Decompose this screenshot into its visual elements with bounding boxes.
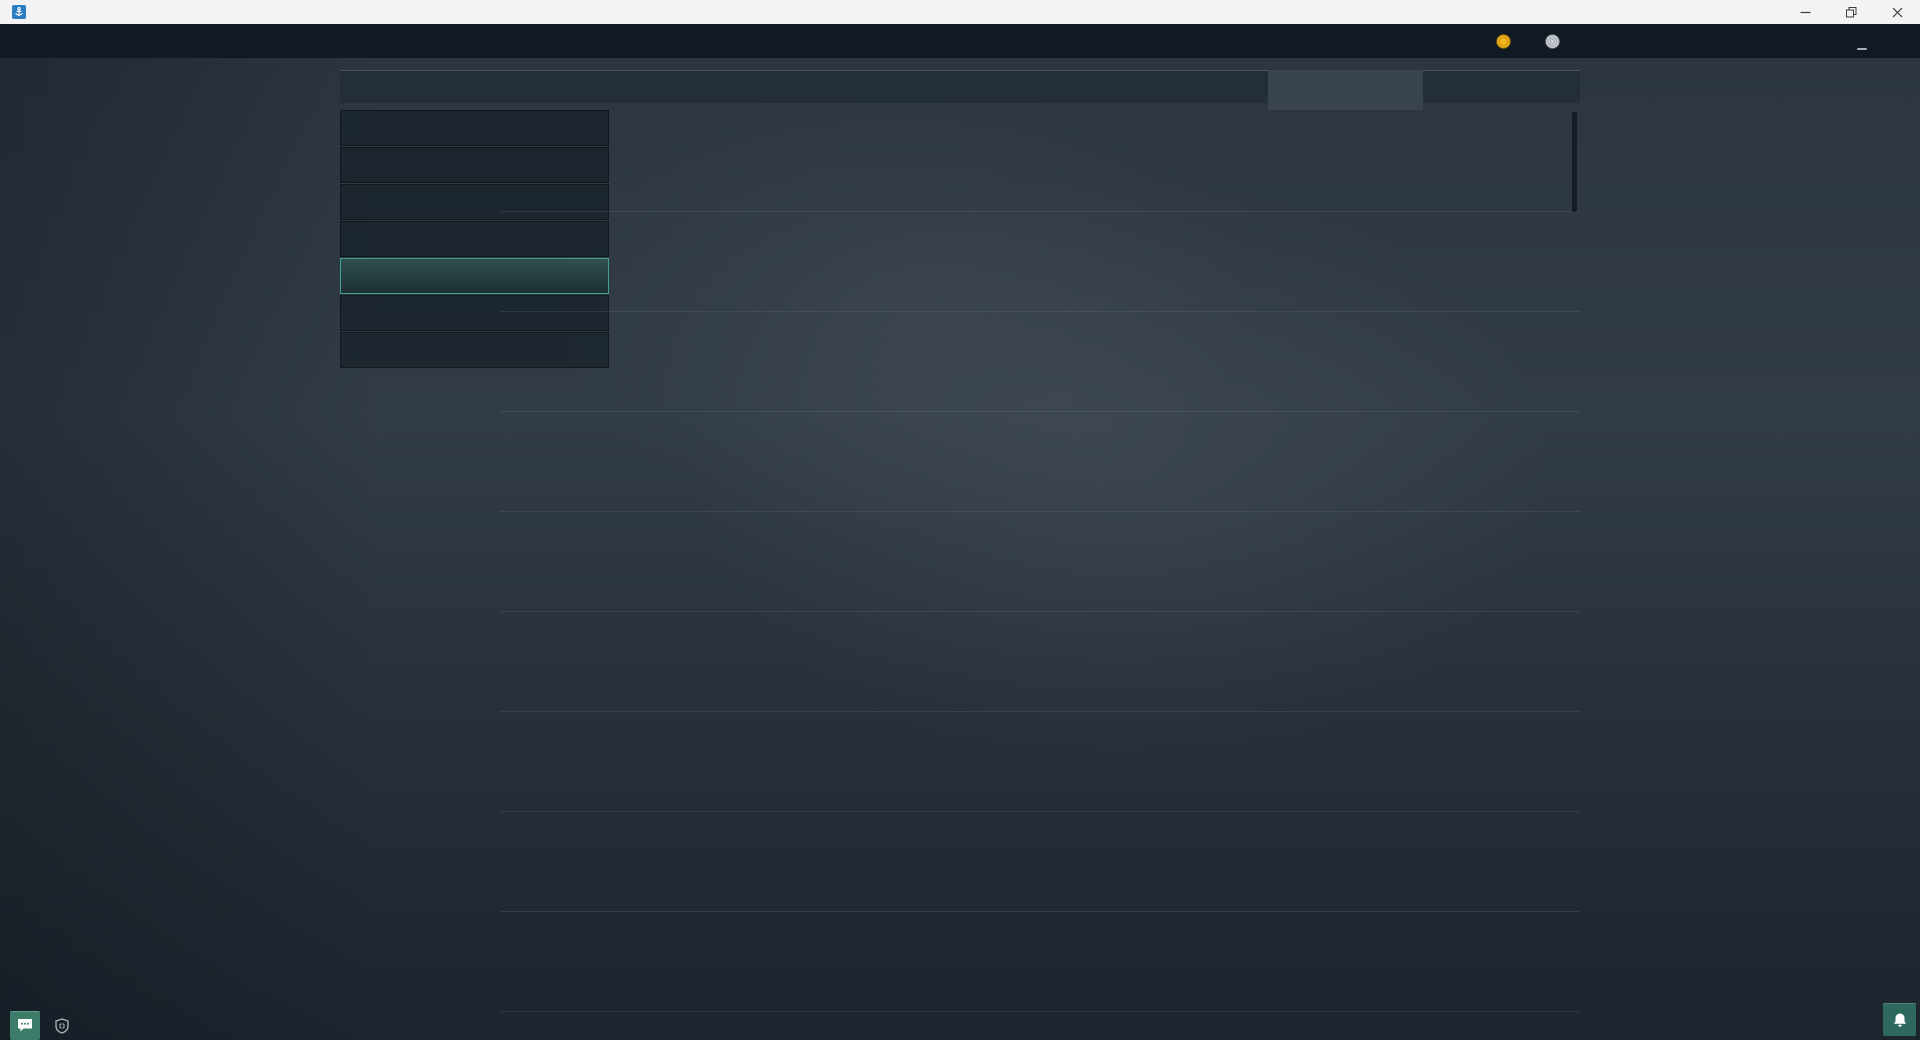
item-flag-icon [640,838,696,886]
item-flag-icon [640,238,696,286]
category-sidebar [340,110,609,369]
item-flag-icon [640,538,696,586]
player-clan-label [55,1011,77,1040]
item-flag-icon [640,638,696,686]
sidebar-item-all[interactable] [340,110,609,146]
column-unit-price-selected[interactable] [1268,70,1423,110]
chat-bubble-icon [17,1018,33,1033]
esc-key-badge[interactable] [1857,48,1867,50]
list-scrollbar-thumb[interactable] [1572,112,1577,212]
restore-button[interactable] [1828,0,1874,24]
item-flag-icon [640,138,696,186]
currency-display [1488,24,1560,58]
notifications-button[interactable] [1883,1003,1916,1036]
inventory-header-bar [340,70,1580,110]
sidebar-item-camouflage[interactable] [340,295,609,331]
list-item[interactable] [500,312,1580,412]
chat-button[interactable] [10,1011,40,1040]
sidebar-item-economic[interactable] [340,332,609,368]
notifications-bell-icon [1892,1012,1908,1028]
list-item[interactable] [500,712,1580,812]
sidebar-item-flags[interactable] [340,258,609,294]
list-item[interactable] [500,212,1580,312]
list-item[interactable] [500,612,1580,712]
item-flag-icon [640,738,696,786]
silver-coin-icon [1545,33,1560,49]
list-item[interactable] [500,412,1580,512]
top-currency-bar [0,24,1920,58]
found-counter [732,71,742,103]
sidebar-item-accessories[interactable] [340,147,609,183]
inventory-list [500,112,1580,1012]
list-item[interactable] [500,812,1580,912]
sidebar-item-signals[interactable] [340,221,609,257]
close-window-button[interactable] [1874,0,1920,24]
item-flag-icon [640,438,696,486]
window-titlebar [0,0,1920,24]
item-flag-icon [640,938,696,986]
gold-coin-icon [1496,33,1511,49]
minimize-button[interactable] [1782,0,1828,24]
wows-shield-anchor-icon [12,5,26,19]
list-item[interactable] [500,912,1580,1012]
sidebar-item-upgrades[interactable] [340,184,609,220]
clan-shield-icon [55,1017,69,1034]
list-item[interactable] [500,512,1580,612]
list-item[interactable] [500,112,1580,212]
esc-close-control[interactable] [1857,40,1876,58]
item-flag-icon [640,338,696,386]
